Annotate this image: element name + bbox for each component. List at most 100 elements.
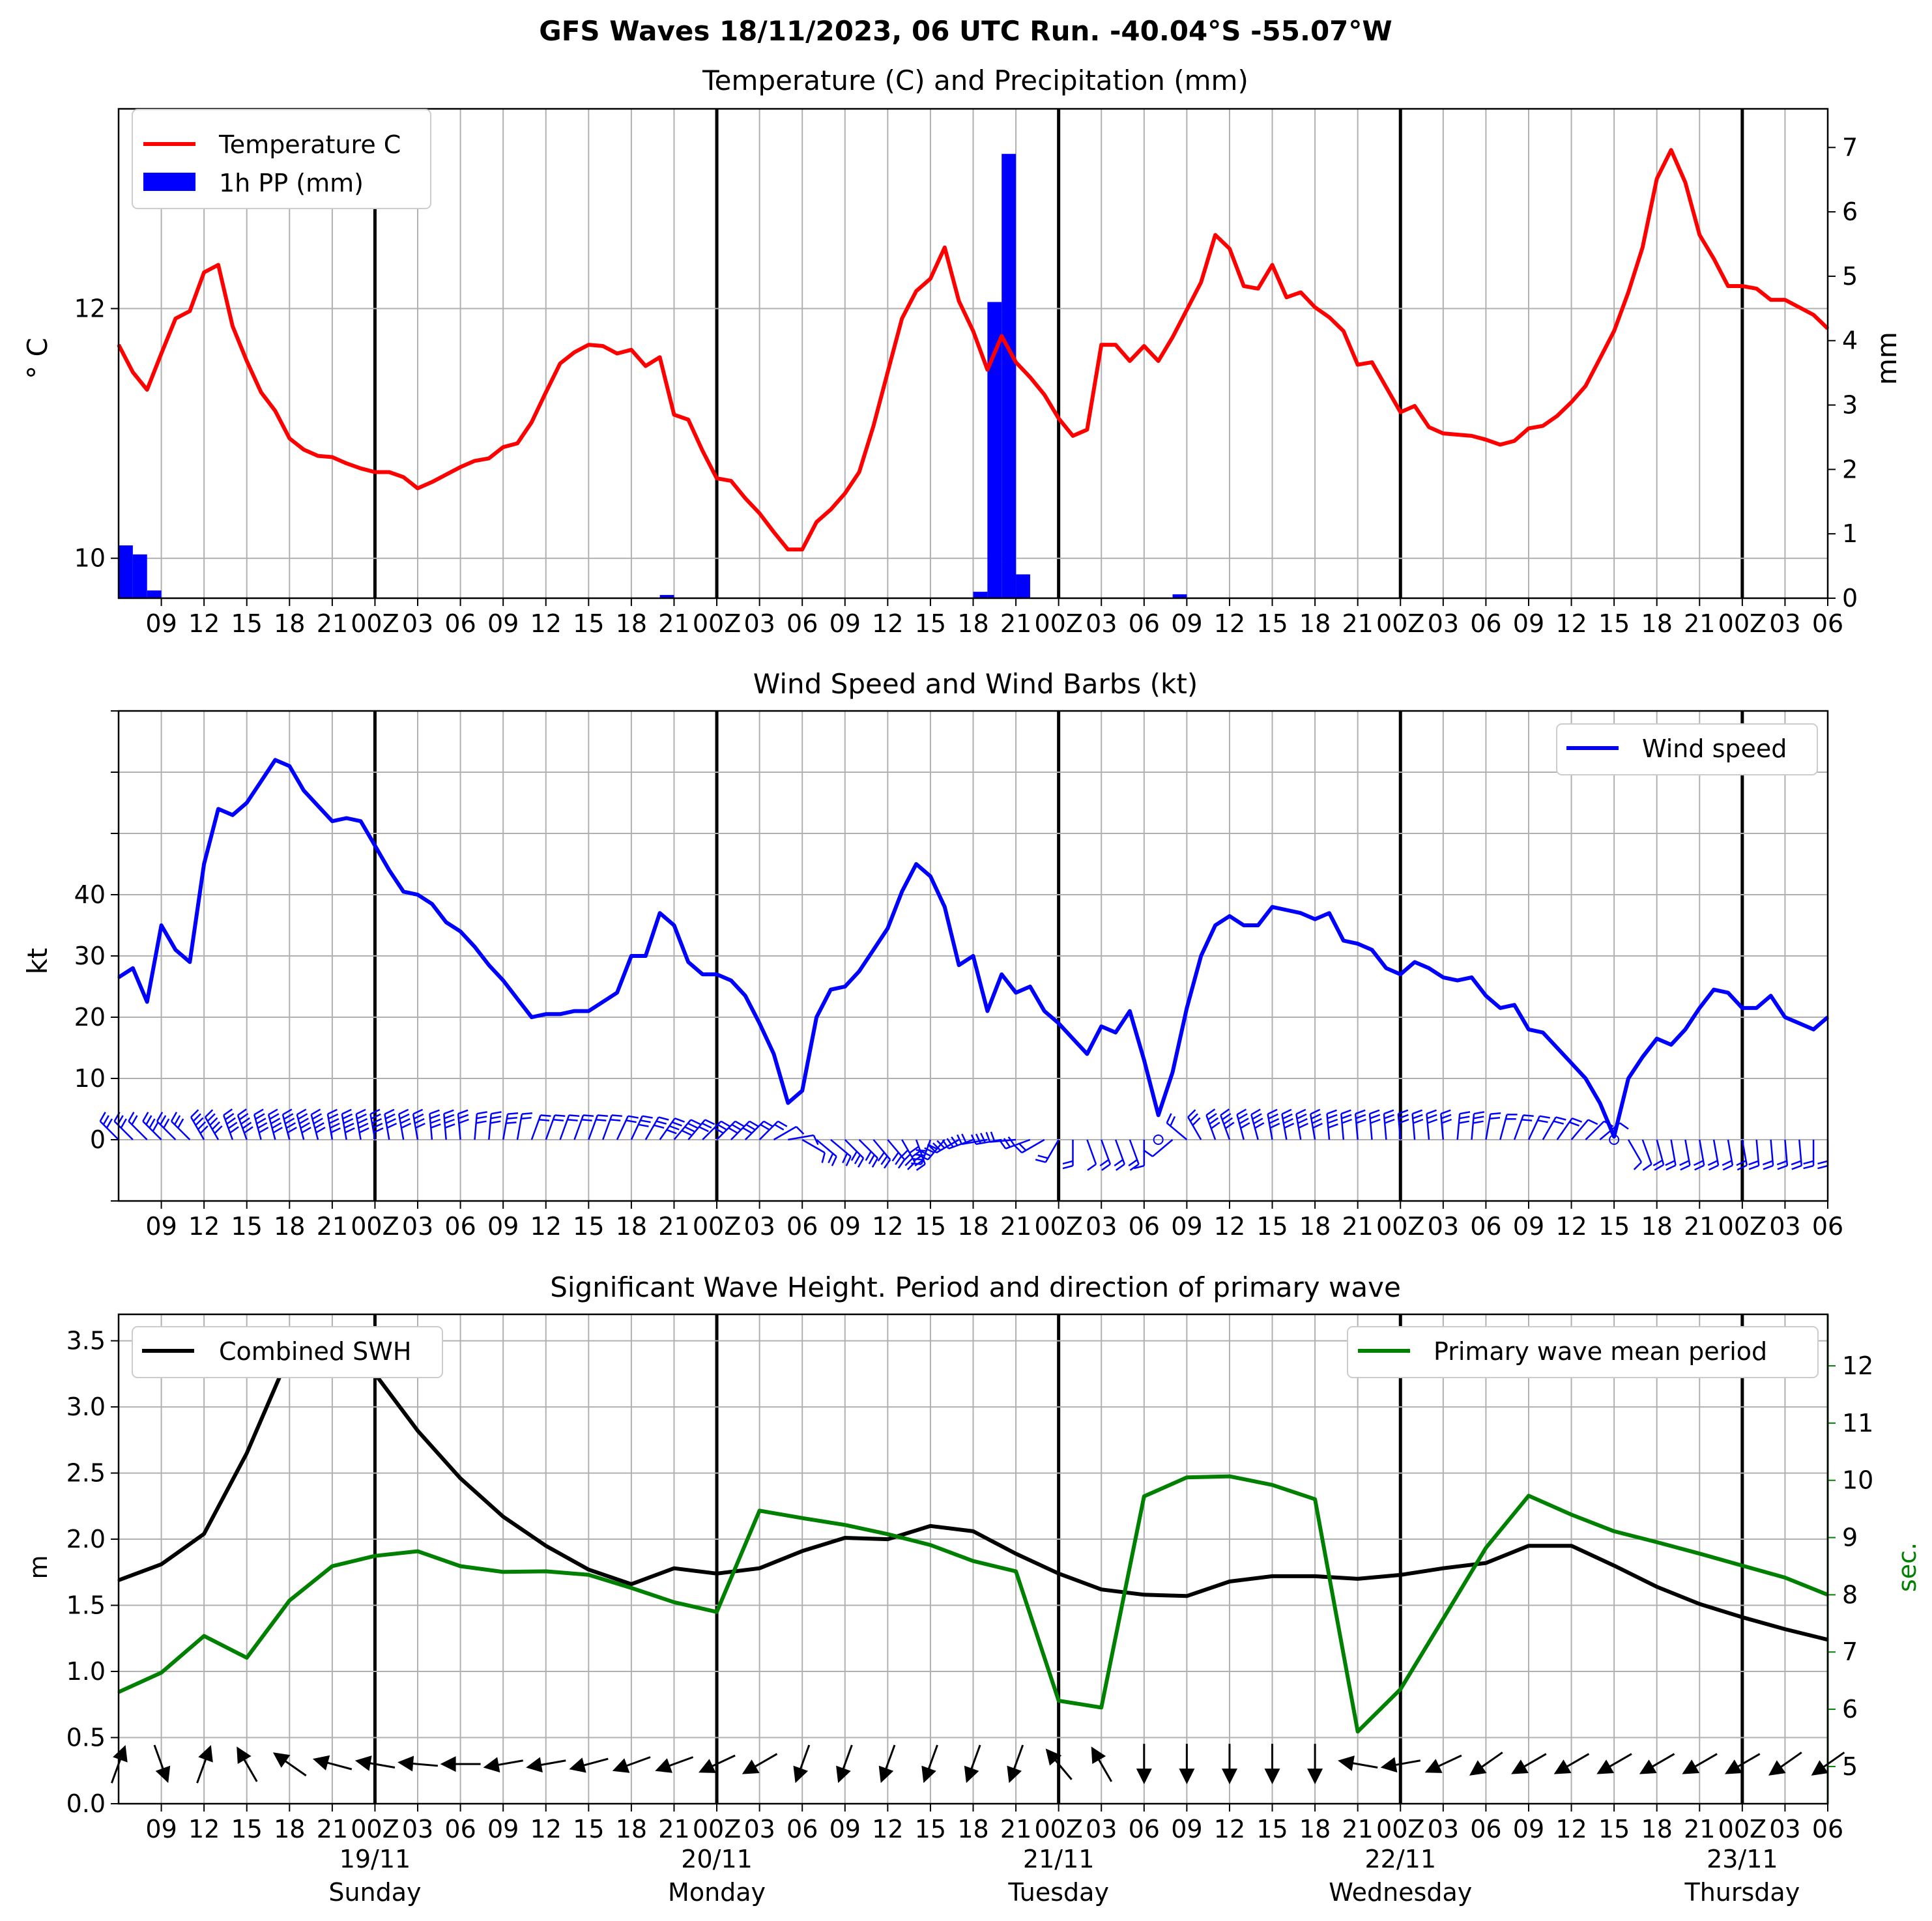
- swh-legend: Combined SWH: [132, 1326, 443, 1378]
- x-tick-label: 21: [1342, 1815, 1373, 1843]
- x-tick-label: 00Z: [1376, 1815, 1424, 1843]
- wind-speed-line-point: [915, 863, 917, 865]
- wind-barb: [999, 1136, 1031, 1149]
- swh-line-point: [1100, 1588, 1103, 1591]
- wind-barb: [1803, 1140, 1815, 1170]
- period-line-point: [545, 1570, 547, 1572]
- legend-box: [132, 109, 431, 209]
- swh-line-point: [1484, 1562, 1487, 1565]
- wind-speed-line-point: [1584, 1077, 1587, 1080]
- arrow-head: [1725, 1759, 1742, 1774]
- x-tick-label: 21: [1684, 1815, 1715, 1843]
- wave-direction-arrow: [1639, 1753, 1675, 1774]
- wind-barb: [1205, 1108, 1220, 1140]
- day-labels: 19/11 Sunday 20/11 Monday 21/11 Tuesday 22/11 W…: [328, 1845, 1800, 1907]
- x-tick-label: 09: [1513, 1815, 1544, 1843]
- x-tick-label: 00Z: [1718, 1212, 1766, 1241]
- temperature-line-point: [929, 278, 932, 280]
- temperature-line-point: [1684, 181, 1686, 184]
- temperature-line-point: [1484, 439, 1487, 441]
- period-legend-label: Primary wave mean period: [1434, 1337, 1767, 1366]
- temperature-line-point: [1157, 360, 1160, 362]
- wind-barb: [816, 1139, 837, 1166]
- temperature-line-point: [431, 481, 433, 484]
- period-line-point: [972, 1560, 974, 1563]
- x-tick-label: 15: [1256, 1815, 1288, 1843]
- wind-barb: [1679, 1139, 1691, 1171]
- x-tick-label: 12: [1555, 1815, 1587, 1843]
- temperature-line-point: [1129, 360, 1131, 362]
- wind-barb: [190, 1109, 209, 1140]
- period-line-point: [630, 1587, 633, 1589]
- x-tick-label: 00Z: [1034, 1815, 1082, 1843]
- wind-speed-line-point: [1798, 1022, 1800, 1024]
- wind-barb: [545, 1114, 566, 1140]
- x-tick-label: 06: [1812, 1212, 1843, 1241]
- period-line-point: [502, 1570, 504, 1573]
- wind-speed-line-point: [858, 970, 861, 972]
- wind-barb: [602, 1114, 622, 1140]
- temperature-line-point: [1342, 330, 1345, 332]
- wind-barb: [673, 1119, 701, 1140]
- temperature-line-point: [1598, 357, 1601, 360]
- wind-barb: [237, 1108, 253, 1140]
- wind-speed-line-point: [345, 817, 348, 819]
- arrow-head: [1553, 1759, 1572, 1774]
- temperature-line-point: [844, 492, 846, 495]
- wind-barb: [1485, 1112, 1501, 1140]
- arrow-head: [921, 1765, 936, 1784]
- arrow-head: [155, 1765, 171, 1784]
- temperature-line-point: [360, 467, 362, 470]
- temperature-line-point: [1428, 426, 1430, 429]
- x-tick-label: 21: [658, 1212, 689, 1241]
- temperature-line-point: [445, 473, 448, 476]
- temperature-line-point: [1527, 427, 1530, 429]
- wind-barb: [1426, 1109, 1438, 1140]
- y-tick-label: 10: [74, 544, 106, 573]
- period-line-point: [886, 1533, 889, 1535]
- wind-speed-line-point: [1399, 973, 1402, 975]
- period-line-point: [1783, 1576, 1786, 1579]
- wind-barb: [918, 1139, 945, 1161]
- temperature-line-point: [1015, 361, 1017, 364]
- temperature-line-point: [1798, 306, 1800, 309]
- y-tick-label: 1.5: [66, 1591, 106, 1620]
- precip-bar: [1172, 594, 1187, 598]
- temperature-line-point: [1399, 411, 1402, 414]
- wind-speed-line-point: [1783, 1016, 1786, 1018]
- x-tick-label: 21: [1000, 609, 1031, 638]
- wind-barb: [1326, 1109, 1338, 1140]
- temperature-line-point: [373, 471, 376, 474]
- wave-direction-arrow: [1424, 1754, 1462, 1773]
- wind-speed-line-point: [1442, 976, 1445, 979]
- wind-speed-line-point: [1598, 1102, 1601, 1105]
- arrow-head: [1179, 1769, 1195, 1785]
- x-tick-label: 03: [1769, 1212, 1800, 1241]
- arrow-head: [1596, 1759, 1615, 1774]
- arrow-head: [1136, 1769, 1152, 1785]
- legend-box: [1556, 723, 1818, 775]
- wind-speed-line-point: [331, 820, 334, 822]
- wind-speed-line-point: [1357, 942, 1359, 945]
- x-tick-label: 09: [1513, 1212, 1544, 1241]
- wave-direction-arrow: [1768, 1752, 1802, 1776]
- arrow-head: [1007, 1765, 1022, 1784]
- arrow-head: [793, 1765, 809, 1784]
- wind-speed-line-point: [1613, 1135, 1615, 1138]
- wind-barb: [911, 1139, 932, 1165]
- temperature-line-point: [288, 437, 291, 440]
- temperature-line-point: [1072, 435, 1074, 437]
- y-right-tick-label: 6: [1842, 1695, 1858, 1724]
- y-tick-label: 2.5: [66, 1459, 106, 1488]
- wind-speed-line-point: [1314, 918, 1316, 921]
- wave-direction-arrow: [440, 1756, 481, 1772]
- temperature-line-point: [203, 271, 205, 274]
- temperature-line-point: [1698, 233, 1701, 236]
- wind-speed-line-point: [1513, 1004, 1516, 1006]
- precip-bar: [1002, 154, 1016, 599]
- period-line-point: [1399, 1688, 1402, 1690]
- x-tick-label: 15: [915, 1212, 946, 1241]
- wave-direction-arrow: [699, 1754, 736, 1773]
- wind-speed-line-point: [1556, 1047, 1559, 1049]
